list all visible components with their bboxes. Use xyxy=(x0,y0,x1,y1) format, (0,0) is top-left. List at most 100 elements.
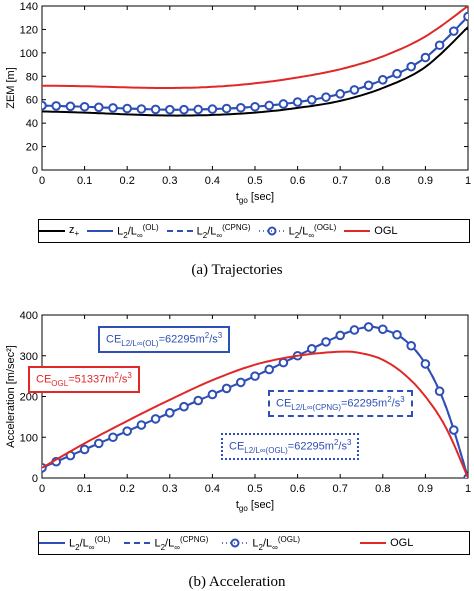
x-tick-label: 0.9 xyxy=(418,483,433,495)
series-group xyxy=(42,6,468,117)
data-point xyxy=(122,103,132,114)
series-line-l2-l-ol- xyxy=(42,15,468,111)
data-point xyxy=(221,383,232,394)
annotation-ce-ogl-ref: CEL2/L∞(OGL)=62295m2/s3 xyxy=(221,433,360,460)
data-point xyxy=(420,359,431,369)
data-point xyxy=(236,377,246,388)
data-point xyxy=(136,420,147,430)
x-tick-label: 0.6 xyxy=(290,483,305,495)
legend-item-z-plus: z+ xyxy=(39,223,80,239)
legend-item-ogl-ref: L2/L∞(OGL) xyxy=(258,223,336,239)
data-point xyxy=(392,68,402,79)
x-tick-label: 0.3 xyxy=(162,483,177,495)
y-tick-label: 200 xyxy=(20,392,38,404)
data-point xyxy=(463,11,468,22)
x-tick-label: 0.4 xyxy=(205,175,220,187)
data-point xyxy=(363,80,374,91)
data-point xyxy=(165,408,175,418)
y-tick-label: 0 xyxy=(32,473,38,485)
y-tick-label: 20 xyxy=(26,142,38,154)
y-tick-label: 140 xyxy=(20,1,38,13)
legend-item-ogl: OGL xyxy=(344,225,398,237)
caption-acceleration: (b) Acceleration xyxy=(188,574,286,590)
series-line-ogl xyxy=(42,350,468,478)
data-point xyxy=(250,371,260,381)
caption-trajectories: (a) Trajectories xyxy=(191,262,283,278)
data-point xyxy=(193,104,203,115)
x-tick-label: 0.1 xyxy=(77,483,92,495)
y-tick-label: 100 xyxy=(20,432,38,444)
x-tick-label: 0.9 xyxy=(418,175,433,187)
series-line-l2-l-ogl- xyxy=(42,326,468,478)
data-point xyxy=(179,104,189,115)
legend-item-ol: L2/L∞(OL) xyxy=(87,222,159,240)
trajectory-legend: z+ L2/L∞(OL) L2/L∞(CPNG) L2/L∞(OGL) OGL xyxy=(38,219,470,243)
x-tick-label: 0.7 xyxy=(333,175,348,187)
series-line-z- xyxy=(42,26,468,117)
data-point xyxy=(420,52,431,63)
data-point xyxy=(349,325,360,335)
y-tick-label: 300 xyxy=(20,351,38,363)
data-point xyxy=(335,89,346,99)
data-point xyxy=(321,92,331,102)
x-tick-label: 0 xyxy=(39,175,45,187)
x-tick-label: 0.5 xyxy=(247,483,262,495)
data-point xyxy=(94,102,104,113)
data-point xyxy=(236,102,246,113)
data-point xyxy=(79,444,90,455)
x-tick-label: 0.4 xyxy=(205,483,220,495)
data-point xyxy=(79,101,90,112)
data-point xyxy=(221,103,232,114)
data-point xyxy=(434,386,445,397)
legend-item-cpng: L2/L∞(CPNG) xyxy=(124,534,209,552)
series-line-l2-l-ogl- xyxy=(42,15,468,111)
legend-item-ol: L2/L∞(OL) xyxy=(39,534,111,552)
data-point xyxy=(278,357,289,368)
x-tick-label: 0.2 xyxy=(120,483,135,495)
y-tick-label: 0 xyxy=(32,165,38,177)
x-axis-label: tgo [sec] xyxy=(236,499,274,513)
x-tick-label: 0.5 xyxy=(247,175,262,187)
x-tick-label: 0.7 xyxy=(333,483,348,495)
data-point xyxy=(42,100,47,111)
data-point xyxy=(292,97,303,107)
data-point xyxy=(449,425,459,435)
data-point xyxy=(378,324,388,335)
legend-item-ogl: OGL xyxy=(360,537,414,549)
acceleration-chart: 0 0.1 0.2 0.3 0.4 0.5 0.6 0.7 0.8 0.9 1 0 100 200 300 4… xyxy=(5,310,471,513)
data-point xyxy=(150,414,161,424)
data-point xyxy=(434,40,445,51)
data-point xyxy=(150,104,161,115)
y-tick-label: 80 xyxy=(26,71,38,83)
annotation-ce-ogl: CEOGL=51337m2/s3 xyxy=(28,366,140,393)
x-tick-label: 0.8 xyxy=(375,483,390,495)
acceleration-legend: L2/L∞(OL) L2/L∞(CPNG) L2/L∞(OGL) OGL xyxy=(38,531,470,555)
x-tick-label: 1 xyxy=(465,483,471,495)
data-point xyxy=(392,329,402,340)
y-axis-label-zem: ZEM [m] xyxy=(5,67,17,109)
data-point xyxy=(65,101,76,112)
data-point xyxy=(321,337,331,347)
data-point xyxy=(264,364,275,375)
data-point xyxy=(406,61,417,72)
y-tick-label: 400 xyxy=(20,310,38,322)
x-tick-label: 0.3 xyxy=(162,175,177,187)
x-tick-label: 0.1 xyxy=(77,175,92,187)
data-point xyxy=(179,401,189,412)
series-line-ogl xyxy=(42,6,468,89)
data-point xyxy=(278,99,289,109)
data-point xyxy=(51,101,62,111)
annotation-ce-cpng: CEL2/L∞(CPNG)=62295m2/s3 xyxy=(268,390,413,417)
data-point xyxy=(449,26,459,36)
legend-item-cpng: L2/L∞(CPNG) xyxy=(166,222,251,240)
x-tick-label: 1 xyxy=(465,175,471,187)
data-point xyxy=(307,95,317,105)
y-tick-label: 40 xyxy=(26,118,38,130)
series-line-l2-l-cpng- xyxy=(42,15,468,111)
data-point xyxy=(193,395,203,406)
data-point xyxy=(108,432,118,443)
data-point xyxy=(307,344,317,354)
data-point xyxy=(335,330,346,341)
x-tick-label: 0.8 xyxy=(375,175,390,187)
annotation-ce-ol: CEL2/L∞(OL)=62295m2/s3 xyxy=(98,326,231,353)
